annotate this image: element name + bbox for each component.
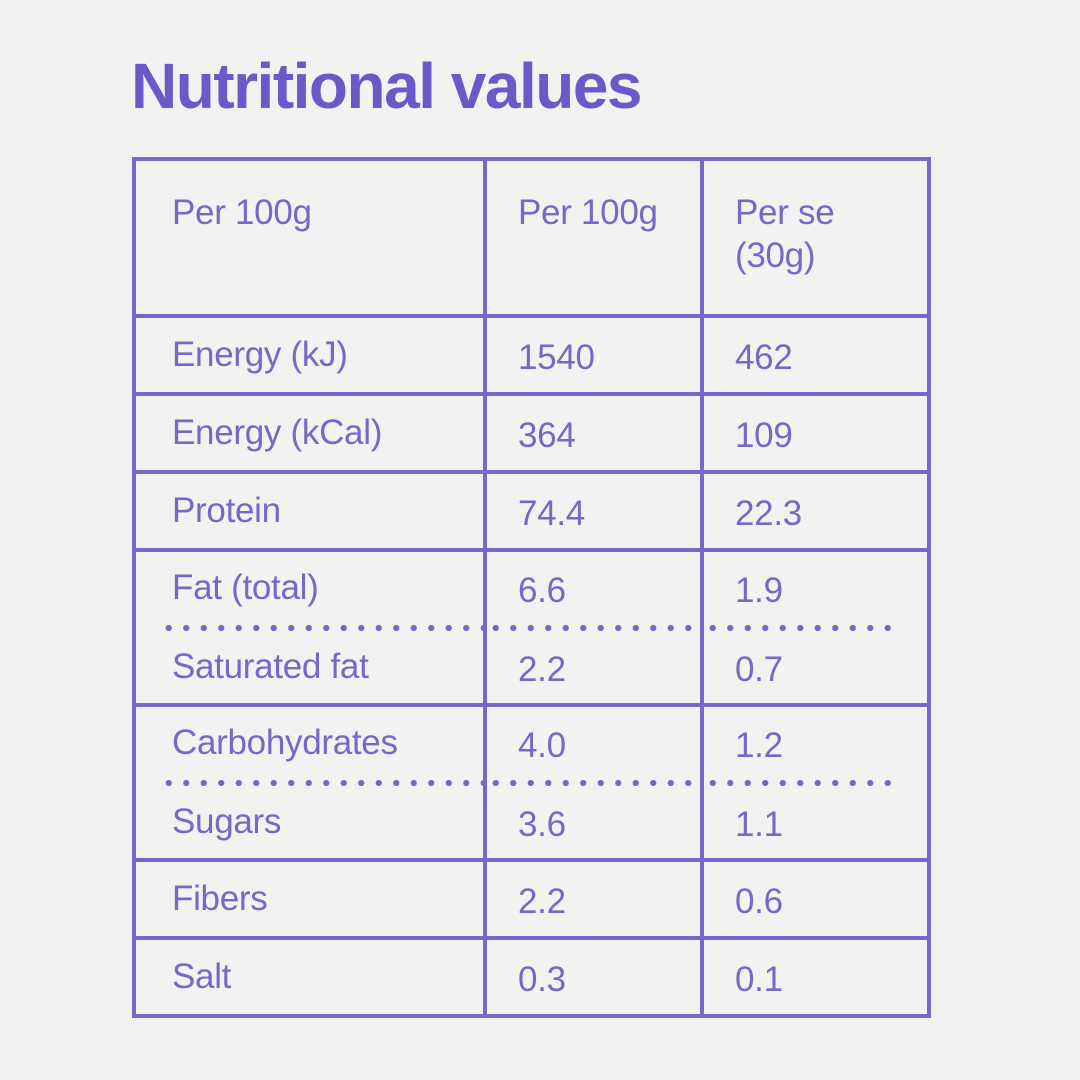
value-saturated-fat-per-100g: 2.2 [518, 649, 566, 689]
value-sugars-per-serving: 1.1 [735, 804, 783, 844]
row-group-carbohydrate-per-100g: 4.0 3.6 [483, 703, 700, 858]
column-header-per-serving: Per se (30g) [700, 161, 927, 314]
row-label-protein: Protein [136, 470, 483, 548]
dotted-divider [160, 624, 483, 631]
row-label-carbohydrates: Carbohydrates [172, 723, 398, 763]
page-title: Nutritional values [131, 50, 643, 122]
row-group-fat-labels: Fat (total) Saturated fat [136, 548, 483, 703]
value-carbohydrates-per-100g: 4.0 [518, 726, 566, 766]
value-protein-per-serving: 22.3 [700, 470, 927, 548]
row-label-fat-total: Fat (total) [172, 568, 319, 608]
row-label-fibers: Fibers [136, 858, 483, 936]
value-energy-kcal-per-serving: 109 [700, 392, 927, 470]
dotted-divider [487, 779, 700, 786]
value-saturated-fat-per-serving: 0.7 [735, 649, 783, 689]
row-label-salt: Salt [136, 936, 483, 1014]
value-fibers-per-serving: 0.6 [700, 858, 927, 936]
value-sugars-per-100g: 3.6 [518, 804, 566, 844]
value-fibers-per-100g: 2.2 [483, 858, 700, 936]
row-label-saturated-fat: Saturated fat [172, 646, 369, 686]
row-label-energy-kcal: Energy (kCal) [136, 392, 483, 470]
column-header-per-100g: Per 100g [483, 161, 700, 314]
value-salt-per-100g: 0.3 [483, 936, 700, 1014]
row-group-fat-per-100g: 6.6 2.2 [483, 548, 700, 703]
row-group-carbohydrate-per-serving: 1.2 1.1 [700, 703, 927, 858]
value-energy-kj-per-serving: 462 [700, 314, 927, 392]
column-header-nutrient: Per 100g [172, 193, 312, 232]
dotted-divider [704, 624, 895, 631]
value-protein-per-100g: 74.4 [483, 470, 700, 548]
value-energy-kcal-per-100g: 364 [483, 392, 700, 470]
row-label-energy-kj: Energy (kJ) [136, 314, 483, 392]
value-carbohydrates-per-serving: 1.2 [735, 726, 783, 766]
value-fat-total-per-100g: 6.6 [518, 571, 566, 611]
dotted-divider [487, 624, 700, 631]
nutrition-table: Per 100g Per 100g Per se (30g) Energy (k… [132, 157, 931, 1018]
value-salt-per-serving: 0.1 [700, 936, 927, 1014]
dotted-divider [160, 779, 483, 786]
row-label-sugars: Sugars [172, 801, 282, 841]
dotted-divider [704, 779, 895, 786]
row-group-fat-per-serving: 1.9 0.7 [700, 548, 927, 703]
value-energy-kj-per-100g: 1540 [483, 314, 700, 392]
row-group-carbohydrate-labels: Carbohydrates Sugars [136, 703, 483, 858]
value-fat-total-per-serving: 1.9 [735, 571, 783, 611]
